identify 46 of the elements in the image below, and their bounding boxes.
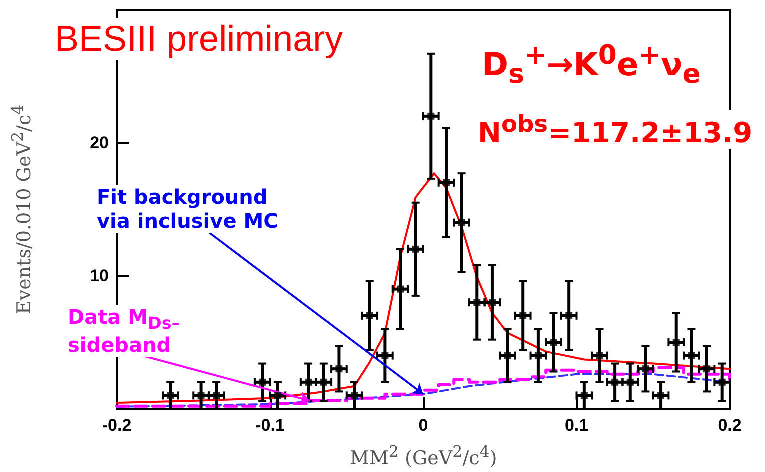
annotation: Data M$_{Ds–}$ sideband bbox=[68, 305, 198, 357]
point bbox=[442, 179, 450, 186]
point bbox=[320, 378, 328, 386]
point bbox=[458, 219, 466, 226]
point bbox=[397, 286, 404, 293]
annotation: Fit background via inclusive MC bbox=[97, 185, 297, 233]
x-tick-label: 0 bbox=[418, 416, 428, 435]
point bbox=[672, 339, 680, 346]
x-tick-label: -0.2 bbox=[102, 416, 132, 435]
point bbox=[213, 392, 220, 400]
point bbox=[428, 112, 435, 120]
y-tick-label: 10 bbox=[90, 266, 109, 286]
point bbox=[658, 392, 665, 400]
text: D$_{s}$$^{+}$→K$^{0}$e$^{+}$ν$_{e}$ bbox=[482, 40, 701, 90]
point bbox=[336, 366, 343, 373]
point bbox=[366, 312, 374, 320]
point bbox=[704, 366, 711, 373]
point bbox=[305, 378, 312, 386]
point bbox=[688, 352, 696, 360]
point bbox=[626, 378, 634, 386]
point bbox=[412, 246, 420, 253]
x-tick-label: 0.2 bbox=[718, 416, 742, 435]
x-tick-label: 0.1 bbox=[564, 416, 589, 435]
y-tick-label: 20 bbox=[90, 134, 109, 152]
point bbox=[520, 312, 527, 320]
point bbox=[566, 312, 573, 320]
point bbox=[274, 392, 282, 400]
point bbox=[550, 339, 558, 346]
point bbox=[259, 378, 266, 386]
point bbox=[382, 352, 389, 360]
point bbox=[351, 392, 358, 400]
annotation: N$^{obs}$=117.2±13.9 bbox=[478, 110, 753, 150]
point bbox=[612, 378, 619, 386]
x-tick-label: -0.1 bbox=[256, 416, 285, 435]
point bbox=[596, 352, 604, 360]
annotation: BESIII preliminary bbox=[55, 18, 344, 60]
x-axis-title: MM$^{2}$ (GeV$^{2}$/c$^{4}$) bbox=[350, 442, 498, 470]
point bbox=[198, 392, 205, 400]
point bbox=[718, 378, 726, 386]
point bbox=[167, 392, 174, 400]
point bbox=[504, 352, 512, 360]
point bbox=[580, 392, 588, 400]
point bbox=[488, 299, 496, 306]
point bbox=[474, 299, 481, 306]
point bbox=[534, 352, 542, 360]
point bbox=[642, 366, 650, 373]
